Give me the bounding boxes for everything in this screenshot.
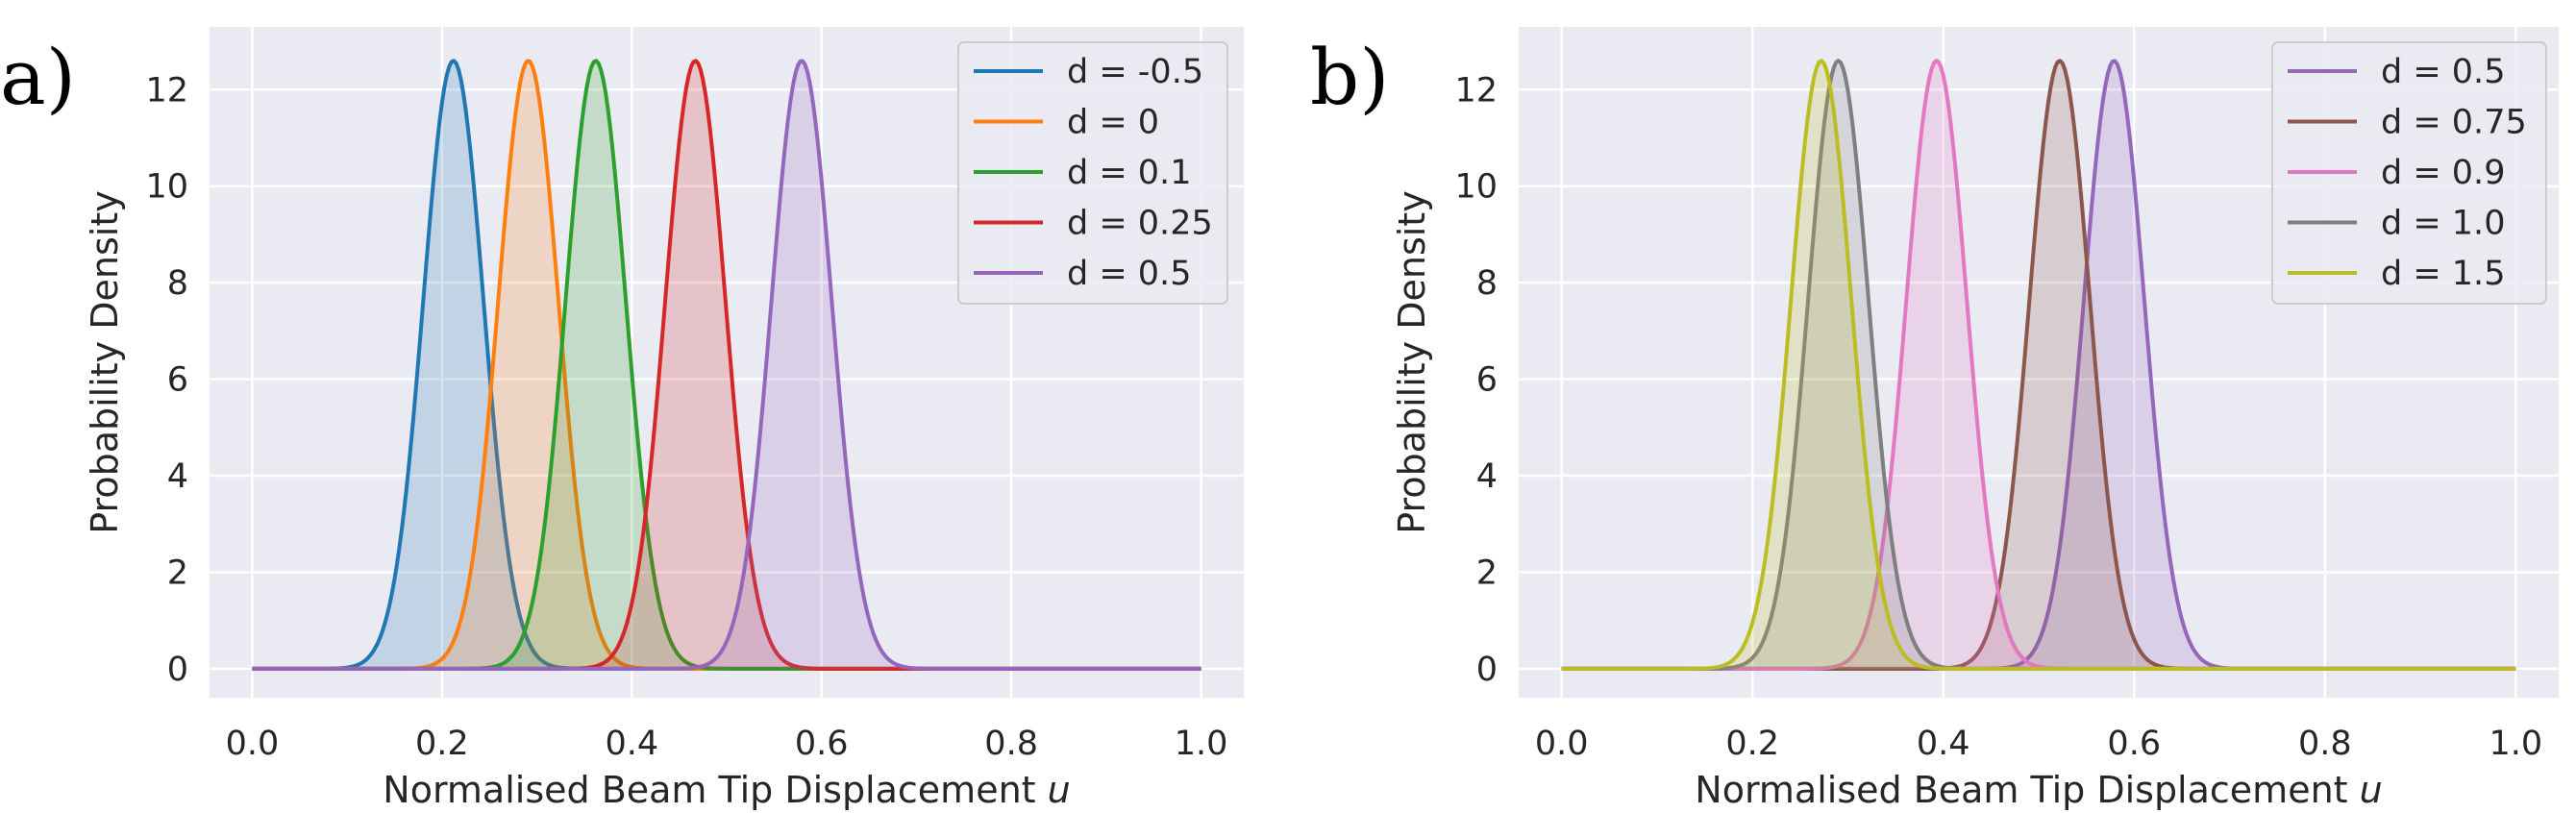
x-tick-label: 0.4 xyxy=(1917,725,1970,763)
y-tick-label: 0 xyxy=(1476,651,1498,689)
y-tick-label: 10 xyxy=(145,168,188,207)
legend-label: d = -0.5 xyxy=(1067,53,1203,91)
series-fill-1 xyxy=(1561,61,2516,669)
series-fill-1 xyxy=(252,61,1201,669)
chart-panel-b: 0.0 0.2 0.4 0.6 0.8 1.0 0 2 4 6 8 10 12 Normalised Be… xyxy=(1310,27,2559,811)
series-fill-4 xyxy=(1561,61,2516,669)
panel-label: a) xyxy=(0,33,76,122)
legend-label: d = 0.9 xyxy=(2381,154,2505,192)
x-tick-label: 0.2 xyxy=(415,725,469,763)
series-fill-0 xyxy=(252,61,1201,669)
series-line-4 xyxy=(252,59,1201,671)
x-tick-label: 0.4 xyxy=(605,725,658,763)
chart-panel-a: 0.0 0.2 0.4 0.6 0.8 1.0 0 2 4 6 8 10 12 Normalised Be… xyxy=(0,27,1244,811)
y-tick-label: 2 xyxy=(1476,554,1498,592)
legend-label: d = 0.1 xyxy=(1067,154,1191,192)
x-tick-label: 0.2 xyxy=(1725,725,1779,763)
legend-label: d = 0.25 xyxy=(1067,205,1213,243)
y-tick-label: 0 xyxy=(167,651,188,689)
legend-label: d = 0.5 xyxy=(1067,255,1191,293)
y-axis-label: Probability Density xyxy=(1391,190,1433,533)
y-axis-label: Probability Density xyxy=(84,190,126,533)
series-fill-3 xyxy=(1561,61,2516,669)
y-tick-label: 2 xyxy=(167,554,188,592)
legend: d = -0.5 d = 0 d = 0.1 d = 0.25 d = 0.5 xyxy=(957,41,1228,305)
x-tick-label: 0.6 xyxy=(795,725,849,763)
legend-label: d = 1.5 xyxy=(2381,255,2505,293)
panel-label: b) xyxy=(1310,33,1389,122)
y-tick-label: 8 xyxy=(167,264,188,303)
x-tick-label: 0.0 xyxy=(1535,725,1589,763)
legend-label: d = 0 xyxy=(1067,104,1159,142)
x-axis-label: Normalised Beam Tip Displacement u xyxy=(383,769,1070,811)
legend-box xyxy=(2271,41,2547,305)
x-tick-label: 0.8 xyxy=(2298,725,2352,763)
y-tick-label: 6 xyxy=(1476,361,1498,400)
x-tick-label: 0.8 xyxy=(984,725,1038,763)
y-tick-label: 4 xyxy=(167,457,188,496)
x-tick-label: 0.6 xyxy=(2107,725,2161,763)
x-tick-label: 0.0 xyxy=(226,725,280,763)
series-fill-3 xyxy=(252,61,1201,669)
legend: d = 0.5 d = 0.75 d = 0.9 d = 1.0 d = 1.5 xyxy=(2271,41,2547,305)
y-tick-label: 4 xyxy=(1476,457,1498,496)
legend-label: d = 0.75 xyxy=(2381,104,2527,142)
series-line-4 xyxy=(1561,59,2516,671)
y-tick-label: 12 xyxy=(145,71,188,110)
legend-label: d = 1.0 xyxy=(2381,205,2505,243)
y-tick-label: 8 xyxy=(1476,264,1498,303)
x-axis-label: Normalised Beam Tip Displacement u xyxy=(1695,769,2382,811)
y-tick-label: 10 xyxy=(1454,168,1498,207)
legend-label: d = 0.5 xyxy=(2381,53,2505,91)
x-tick-label: 1.0 xyxy=(1175,725,1228,763)
legend-box xyxy=(957,41,1228,305)
x-tick-label: 1.0 xyxy=(2489,725,2542,763)
y-tick-label: 6 xyxy=(167,361,188,400)
y-tick-label: 12 xyxy=(1454,71,1498,110)
